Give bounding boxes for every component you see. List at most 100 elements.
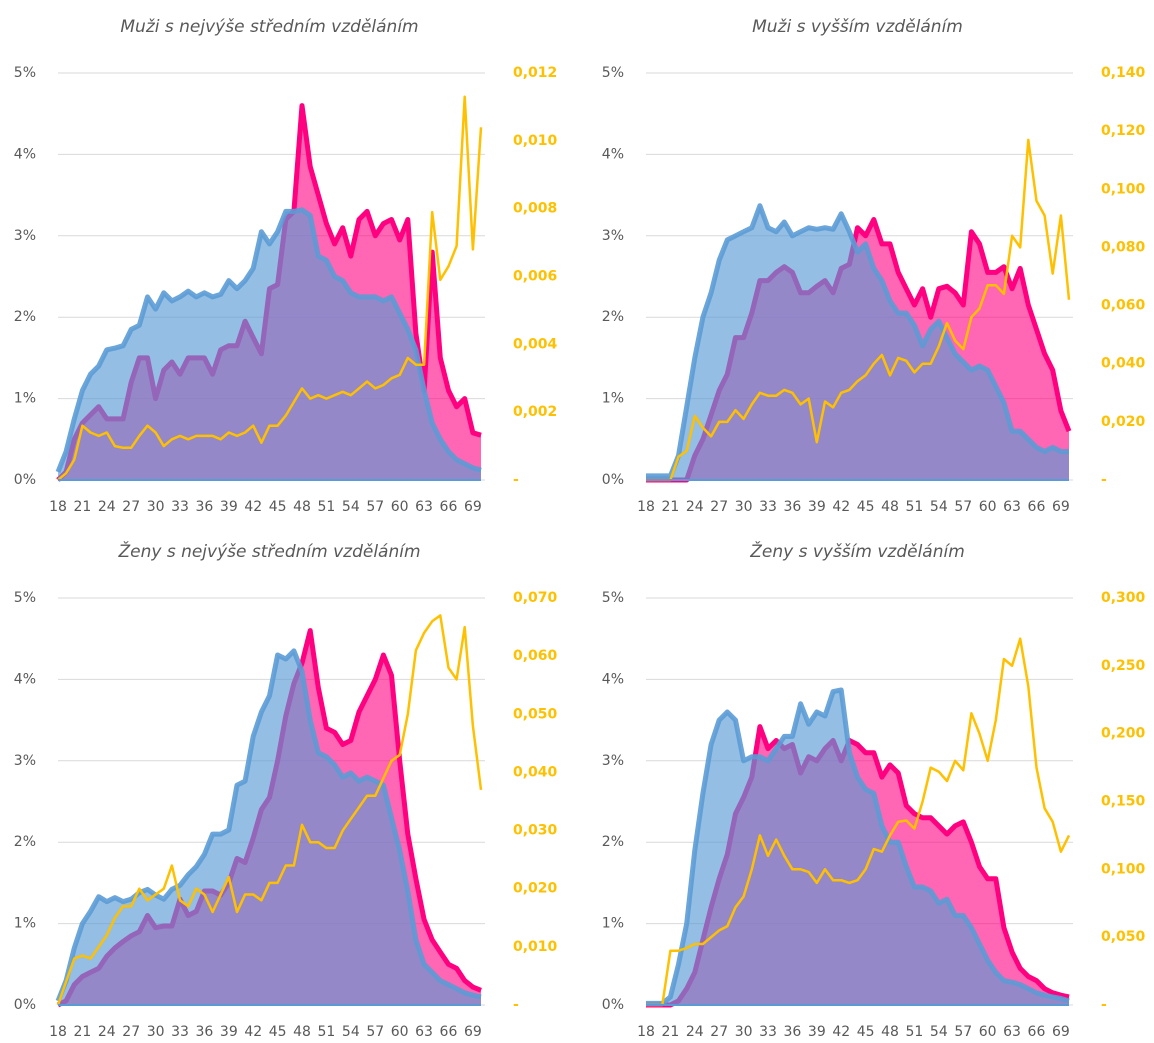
x-tick-label: 69 — [1052, 499, 1070, 515]
x-tick-label: 51 — [318, 499, 336, 515]
y2-tick-label: 0,020 — [1101, 414, 1146, 430]
x-tick-label: 21 — [73, 499, 91, 515]
x-tick-label: 21 — [73, 1024, 91, 1040]
y-tick-label: 4% — [14, 146, 36, 162]
x-tick-label: 27 — [710, 1024, 728, 1040]
x-tick-label: 69 — [464, 1024, 482, 1040]
y-tick-label: 0% — [14, 997, 36, 1013]
y2-tick-label: 0,200 — [1101, 726, 1146, 742]
x-tick-label: 48 — [293, 499, 311, 515]
x-tick-label: 51 — [318, 1024, 336, 1040]
x-tick-label: 21 — [661, 499, 679, 515]
y2-tick-label: 0,010 — [513, 939, 558, 955]
y2-tick-label: 0,050 — [1101, 929, 1146, 945]
x-tick-label: 30 — [735, 499, 753, 515]
x-tick-label: 39 — [220, 1024, 238, 1040]
y2-tick-label: 0,250 — [1101, 658, 1146, 674]
line — [57, 95, 483, 481]
x-tick-label: 36 — [196, 1024, 214, 1040]
line — [646, 138, 1071, 482]
x-tick-label: 39 — [808, 1024, 826, 1040]
x-tick-label: 45 — [269, 1024, 287, 1040]
y-tick-label: 3% — [602, 753, 624, 769]
y2-tick-label: 0,060 — [513, 648, 558, 664]
chart-title: Muži s vyšším vzděláním — [752, 17, 963, 37]
y-tick-label: 5% — [602, 65, 624, 81]
y-tick-label: 1% — [602, 391, 624, 407]
y2-tick-label: 0,006 — [513, 269, 557, 285]
line — [56, 614, 483, 1006]
y2-tick-label: 0,100 — [1101, 181, 1146, 197]
y-tick-label: 1% — [602, 916, 624, 932]
y2-tick-label: - — [1101, 472, 1107, 488]
y-tick-label: 4% — [602, 146, 624, 162]
x-tick-label: 36 — [784, 1024, 802, 1040]
y2-tick-label: 0,012 — [513, 65, 557, 81]
area-fill — [646, 690, 1069, 1005]
x-tick-label: 54 — [930, 1024, 948, 1040]
x-tick-label: 69 — [464, 499, 482, 515]
x-tick-label: 24 — [98, 499, 116, 515]
x-tick-label: 54 — [342, 499, 360, 515]
x-tick-label: 66 — [1028, 1024, 1046, 1040]
y-tick-label: 3% — [602, 228, 624, 244]
x-tick-label: 63 — [1003, 499, 1021, 515]
y2-tick-label: 0,300 — [1101, 590, 1146, 606]
y2-tick-label: 0,080 — [1101, 239, 1146, 255]
x-tick-label: 45 — [857, 499, 875, 515]
x-tick-label: 27 — [122, 499, 140, 515]
x-tick-label: 27 — [710, 499, 728, 515]
area-line — [646, 203, 1069, 479]
y2-tick-label: 0,070 — [513, 590, 558, 606]
y2-tick-label: 0,050 — [513, 706, 558, 722]
y2-tick-label: 0,008 — [513, 201, 557, 217]
x-tick-label: 39 — [220, 499, 238, 515]
x-tick-label: 57 — [954, 499, 972, 515]
x-tick-label: 66 — [1028, 499, 1046, 515]
x-tick-label: 48 — [293, 1024, 311, 1040]
y-tick-label: 2% — [602, 309, 624, 325]
x-tick-label: 54 — [930, 499, 948, 515]
x-tick-label: 60 — [391, 499, 409, 515]
area-line — [646, 687, 1070, 1006]
y-tick-label: 3% — [14, 228, 36, 244]
x-tick-label: 63 — [415, 1024, 433, 1040]
x-tick-label: 48 — [881, 499, 899, 515]
x-tick-label: 69 — [1052, 1024, 1070, 1040]
x-tick-label: 24 — [686, 1024, 704, 1040]
y-tick-label: 4% — [602, 671, 624, 687]
x-tick-label: 30 — [147, 499, 165, 515]
x-tick-label: 51 — [906, 1024, 924, 1040]
y2-tick-label: 0,002 — [513, 404, 557, 420]
x-tick-label: 42 — [244, 499, 262, 515]
x-tick-label: 30 — [147, 1024, 165, 1040]
y-tick-label: 5% — [14, 65, 36, 81]
x-tick-label: 42 — [832, 1024, 850, 1040]
x-tick-label: 30 — [735, 1024, 753, 1040]
x-tick-label: 24 — [686, 499, 704, 515]
x-tick-label: 57 — [366, 1024, 384, 1040]
chart-title: Ženy s vyšším vzděláním — [749, 540, 965, 562]
x-tick-label: 66 — [440, 499, 458, 515]
x-tick-label: 57 — [954, 1024, 972, 1040]
chart-title: Ženy s nejvýše středním vzděláním — [117, 540, 420, 562]
x-tick-label: 33 — [171, 1024, 189, 1040]
y2-tick-label: 0,100 — [1101, 861, 1146, 877]
y2-tick-label: - — [513, 472, 519, 488]
y-tick-label: 0% — [602, 997, 624, 1013]
x-tick-label: 57 — [366, 499, 384, 515]
line — [646, 637, 1071, 1007]
y2-tick-label: 0,020 — [513, 881, 558, 897]
y2-tick-label: 0,040 — [513, 764, 558, 780]
x-tick-label: 33 — [171, 499, 189, 515]
x-tick-label: 21 — [661, 1024, 679, 1040]
x-tick-label: 39 — [808, 499, 826, 515]
y-tick-label: 5% — [602, 590, 624, 606]
x-tick-label: 18 — [49, 1024, 67, 1040]
y-tick-label: 0% — [602, 472, 624, 488]
y-tick-label: 0% — [14, 472, 36, 488]
area-line — [55, 648, 482, 1002]
x-tick-label: 33 — [759, 499, 777, 515]
y2-tick-label: 0,040 — [1101, 356, 1146, 372]
